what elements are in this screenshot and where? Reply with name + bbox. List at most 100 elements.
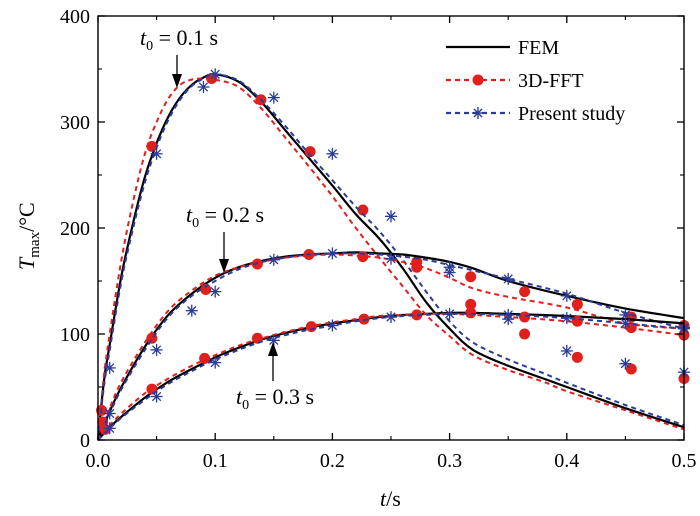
data-point-star <box>103 422 116 435</box>
data-point-star <box>385 311 397 324</box>
data-point-circle <box>411 261 423 273</box>
legend-item-present-study: Present study <box>446 103 625 125</box>
data-point-circle <box>146 140 158 152</box>
data-point-star <box>560 312 573 325</box>
series-3d-fft <box>97 249 690 441</box>
data-point-star <box>326 247 339 260</box>
legend-marker-circle <box>472 74 484 86</box>
data-point-circle <box>411 309 423 321</box>
y-tick-label: 0 <box>80 430 90 452</box>
data-point-star <box>150 147 163 160</box>
data-point-circle <box>200 283 212 295</box>
series-fem <box>97 311 685 441</box>
legend: FEM 3D-FFT Present study <box>446 37 625 125</box>
series-line-present-study <box>97 312 685 441</box>
data-point-circle <box>465 298 477 310</box>
data-point-star <box>443 261 456 274</box>
data-point-star <box>185 304 198 317</box>
x-tick-label: 0.1 <box>203 450 228 472</box>
data-point-circle <box>305 321 317 333</box>
series-line-fem <box>96 73 685 441</box>
data-point-circle <box>357 204 369 216</box>
svg-text:t0 = 0.1 s: t0 = 0.1 s <box>140 25 218 54</box>
data-point-circle <box>519 311 531 323</box>
series-line-present-study <box>97 73 685 441</box>
data-point-star <box>385 252 397 265</box>
x-axis-symbol: t <box>380 486 387 511</box>
x-tick-label: 0.5 <box>672 450 697 472</box>
data-point-star <box>103 407 116 420</box>
y-axis-subscript: max <box>27 231 43 257</box>
data-point-circle <box>251 332 263 344</box>
data-point-circle <box>199 352 211 364</box>
data-point-star <box>326 319 339 332</box>
data-point-star <box>150 343 163 356</box>
annotation-t0-0.3: t0 = 0.3 s <box>236 342 314 413</box>
data-point-circle <box>465 271 477 283</box>
data-point-circle <box>465 307 477 319</box>
svg-text:t0 = 0.2 s: t0 = 0.2 s <box>186 202 264 231</box>
y-tick-label: 300 <box>60 112 90 134</box>
data-point-circle <box>571 315 583 327</box>
annotation-arrowhead-0.1 <box>172 74 182 88</box>
annotation-t0-0.2: t0 = 0.2 s <box>186 202 264 273</box>
x-axis-title: t/s <box>380 486 401 511</box>
data-point-star <box>560 344 573 357</box>
data-point-star <box>197 81 210 94</box>
data-point-circle <box>571 351 583 363</box>
series-line-fem <box>96 251 685 441</box>
data-point-star <box>267 253 280 266</box>
series-fem <box>96 73 685 441</box>
data-point-star <box>443 307 456 320</box>
data-point-star <box>502 308 515 321</box>
data-point-star <box>209 356 222 369</box>
data-point-circle <box>519 286 531 298</box>
y-tick-label: 400 <box>60 6 90 28</box>
y-tick-label: 200 <box>60 218 90 240</box>
data-point-star <box>209 285 222 298</box>
y-axis-title: Tmax/°C <box>14 202 43 270</box>
x-axis-unit: /s <box>386 486 401 511</box>
x-tick-label: 0.4 <box>554 450 579 472</box>
data-point-star <box>267 91 280 104</box>
series-line-present-study <box>97 252 685 441</box>
data-point-circle <box>571 298 583 310</box>
series-line-3d-fft <box>97 312 685 441</box>
data-point-star <box>267 334 280 347</box>
x-tick-label: 0.3 <box>437 450 462 472</box>
plot-frame <box>97 15 685 441</box>
y-axis-symbol: T <box>14 256 39 270</box>
svg-text:t0 = 0.3 s: t0 = 0.3 s <box>236 384 314 413</box>
annotation-t0-0.1: t0 = 0.1 s <box>140 25 218 88</box>
data-point-circle <box>519 328 531 340</box>
data-point-star <box>502 272 515 285</box>
series-present-study <box>97 68 690 441</box>
series-present-study <box>97 307 690 441</box>
data-point-circle <box>304 146 316 158</box>
y-tick-label: 100 <box>60 324 90 346</box>
y-axis-unit: /°C <box>14 202 39 232</box>
legend-item-fem: FEM <box>446 37 559 59</box>
data-point-star <box>560 289 573 302</box>
x-tick-label: 0.0 <box>86 450 111 472</box>
data-point-star <box>385 210 397 223</box>
x-tick-label: 0.2 <box>320 450 345 472</box>
series-fem <box>96 251 685 441</box>
ticks-layer: 0.0 0.1 0.2 0.3 0.4 0.5 0 100 200 300 400 <box>60 6 697 472</box>
data-point-star <box>209 68 222 81</box>
legend-item-3d-fft: 3D-FFT <box>446 70 584 92</box>
series-line-fem <box>97 311 685 441</box>
annotation-arrowhead-0.2 <box>219 259 229 273</box>
series-line-3d-fft <box>97 253 685 441</box>
legend-marker-star <box>472 107 484 119</box>
data-point-star <box>619 357 632 370</box>
svg-text:FEM: FEM <box>518 37 559 59</box>
data-point-star <box>326 147 339 160</box>
svg-text:3D-FFT: 3D-FFT <box>518 70 584 92</box>
data-point-star <box>619 317 632 330</box>
data-point-star <box>103 361 116 374</box>
annotation-arrowhead-0.3 <box>268 342 278 356</box>
svg-text:Present study: Present study <box>518 103 625 125</box>
data-point-star <box>150 390 163 403</box>
